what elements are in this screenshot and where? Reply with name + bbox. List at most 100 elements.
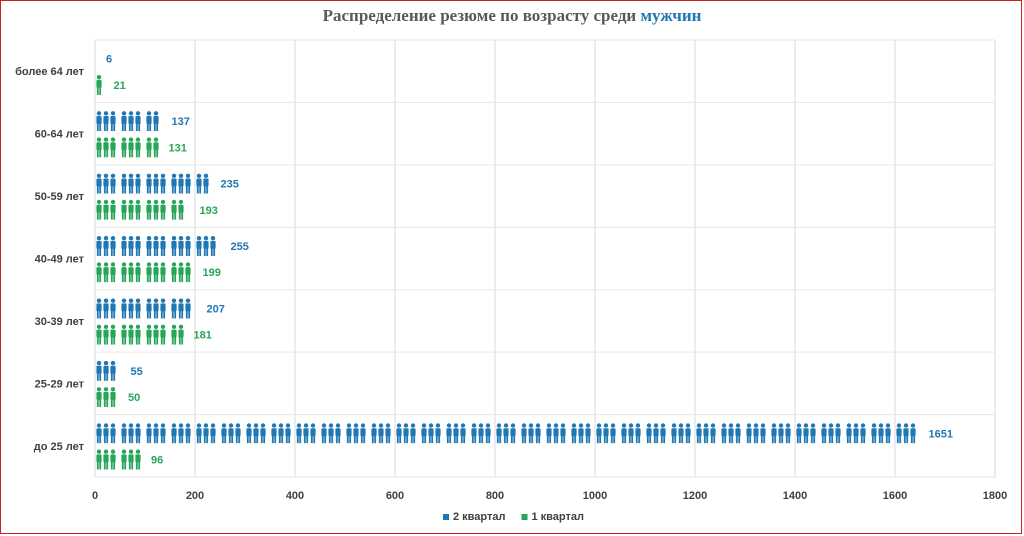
person-icon — [560, 423, 566, 444]
bar — [96, 360, 124, 381]
person-icon — [735, 423, 741, 444]
x-tick-label: 1000 — [583, 490, 607, 502]
person-icon — [185, 298, 191, 319]
person-icon — [103, 387, 109, 408]
person-icon — [128, 173, 134, 194]
person-icon — [153, 324, 159, 345]
person-icon — [360, 423, 366, 444]
x-tick-label: 1800 — [983, 490, 1007, 502]
person-icon — [178, 199, 184, 220]
person-icon — [435, 423, 441, 444]
value-label: 50 — [128, 392, 140, 404]
category-label: 60-64 лет — [35, 129, 85, 141]
person-icon — [803, 423, 809, 444]
person-icon — [610, 423, 616, 444]
person-icon — [110, 137, 116, 158]
person-icon — [146, 298, 152, 319]
person-icon — [146, 324, 152, 345]
person-icon — [246, 423, 252, 444]
person-icon — [521, 423, 527, 444]
person-icon — [146, 199, 152, 220]
person-icon — [210, 236, 216, 257]
person-icon — [153, 137, 159, 158]
person-icon — [796, 423, 802, 444]
person-icon — [596, 423, 602, 444]
person-icon — [260, 423, 266, 444]
person-icon — [146, 423, 152, 444]
person-icon — [253, 423, 259, 444]
person-icon — [510, 423, 516, 444]
category-label: 40-49 лет — [35, 254, 85, 266]
chart-title: Распределение резюме по возрасту среди м… — [0, 6, 1024, 26]
person-icon — [121, 262, 127, 283]
person-icon — [96, 48, 99, 69]
person-icon — [103, 324, 109, 345]
person-icon — [646, 423, 652, 444]
person-icon — [121, 324, 127, 345]
bar — [96, 262, 191, 283]
person-icon — [471, 423, 477, 444]
person-icon — [96, 236, 102, 257]
person-icon — [96, 387, 102, 408]
person-icon — [728, 423, 734, 444]
bar — [96, 324, 184, 345]
chart-title-accent: мужчин — [640, 6, 702, 25]
person-icon — [121, 360, 124, 381]
person-icon — [110, 360, 116, 381]
person-icon — [110, 111, 116, 132]
legend: 2 квартал 1 квартал — [443, 511, 584, 523]
person-icon — [453, 423, 459, 444]
value-label: 255 — [231, 241, 249, 253]
person-icon — [571, 423, 577, 444]
person-icon — [303, 423, 309, 444]
person-icon — [221, 236, 224, 257]
person-icon — [535, 423, 541, 444]
person-icon — [196, 236, 202, 257]
person-icon — [310, 423, 316, 444]
person-icon — [103, 360, 109, 381]
person-icon — [860, 423, 866, 444]
person-icon — [103, 449, 109, 470]
x-tick-label: 800 — [486, 490, 504, 502]
person-icon — [921, 423, 922, 444]
person-icon — [96, 324, 102, 345]
bar — [96, 199, 191, 220]
person-icon — [603, 423, 609, 444]
person-icon — [96, 262, 102, 283]
person-icon — [771, 423, 777, 444]
person-icon — [121, 449, 127, 470]
person-icon — [503, 423, 509, 444]
person-icon — [160, 262, 166, 283]
person-icon — [178, 262, 184, 283]
x-tick-label: 1400 — [783, 490, 807, 502]
person-icon — [160, 298, 166, 319]
person-icon — [210, 173, 213, 194]
person-icon — [135, 298, 141, 319]
person-icon — [121, 236, 127, 257]
category-label: до 25 лет — [34, 441, 85, 453]
person-icon — [171, 262, 177, 283]
person-icon — [146, 137, 152, 158]
person-icon — [153, 173, 159, 194]
bars — [96, 48, 922, 470]
value-label: 21 — [114, 80, 126, 92]
person-icon — [146, 236, 152, 257]
person-icon — [635, 423, 641, 444]
person-icon — [128, 199, 134, 220]
person-icon — [578, 423, 584, 444]
person-icon — [178, 298, 184, 319]
person-icon — [103, 298, 109, 319]
person-icon — [421, 423, 427, 444]
person-icon — [128, 111, 134, 132]
person-icon — [585, 423, 591, 444]
person-icon — [321, 423, 327, 444]
person-icon — [621, 423, 627, 444]
chart-title-main: Распределение резюме по возрасту среди — [322, 6, 637, 25]
person-icon — [828, 423, 834, 444]
category-label: 30-39 лет — [35, 316, 85, 328]
person-icon — [121, 298, 127, 319]
person-icon — [135, 173, 141, 194]
person-icon — [760, 423, 766, 444]
